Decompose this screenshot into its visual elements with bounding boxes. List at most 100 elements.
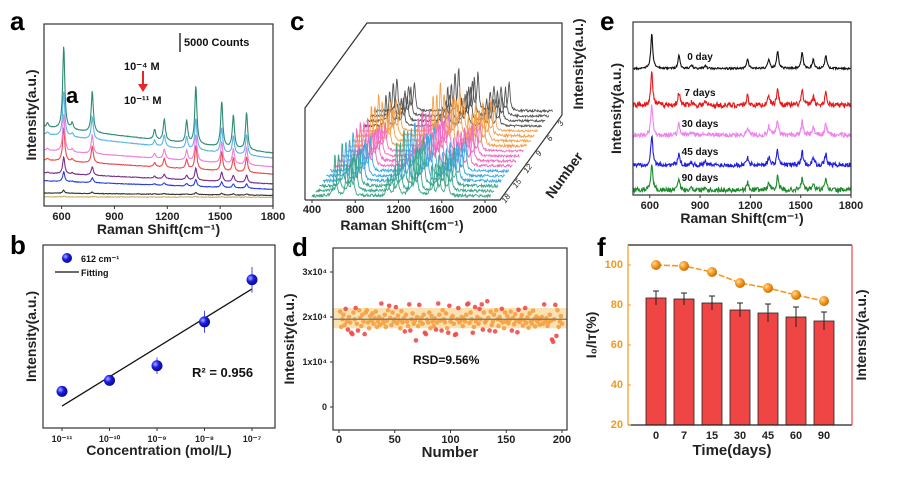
data-point <box>379 301 384 306</box>
data-point <box>451 321 457 327</box>
data-point <box>479 302 485 307</box>
data-point <box>489 322 495 328</box>
data-point <box>151 360 163 372</box>
fit-line <box>61 288 253 407</box>
data-point <box>398 325 403 331</box>
spectrum-line-5 <box>359 94 538 134</box>
spectrum-line-1 <box>373 68 553 114</box>
data-point <box>445 330 451 336</box>
data-point <box>502 310 508 315</box>
data-point <box>467 320 472 326</box>
data-point <box>432 316 438 321</box>
z-tick-label: 9 <box>534 149 544 158</box>
y-tick-label: 40 <box>611 379 623 391</box>
data-point <box>360 312 365 318</box>
spectrum-line-7 <box>43 195 274 199</box>
x-axis-label: Raman Shift(cm⁻¹) <box>680 210 803 226</box>
panel-f: 20 40 60 80 100 0 7 15 30 45 60 90 Time(days) I₀/Iт(%… <box>583 244 869 459</box>
data-point <box>345 327 351 332</box>
data-point <box>354 321 360 327</box>
spectrum-line-0 <box>43 46 274 154</box>
data-point <box>362 331 367 337</box>
data-point <box>515 330 520 335</box>
data-point <box>376 314 382 320</box>
spectrum-line-0 <box>633 33 852 72</box>
x-tick-label: 1500 <box>788 200 812 212</box>
arrow-bottom-label: 10⁻¹¹ M <box>124 95 162 107</box>
line-point <box>791 290 801 300</box>
data-point <box>439 328 444 333</box>
series-label: 7 days <box>684 88 716 99</box>
plot-frame <box>332 247 568 431</box>
x-tick-label: 15 <box>706 430 718 442</box>
data-point <box>429 313 434 319</box>
bar-45 <box>757 312 779 426</box>
data-point <box>529 321 535 327</box>
data-point <box>355 328 361 333</box>
spectrum-line-2 <box>43 114 274 168</box>
spectrum-line-13 <box>329 122 510 174</box>
data-point <box>404 319 410 324</box>
data-point <box>359 323 364 329</box>
data-point <box>509 328 515 333</box>
y-tick-label: 3x10⁴ <box>303 267 327 277</box>
data-point <box>488 309 493 314</box>
data-point <box>499 306 505 312</box>
x-tick-label: 0 <box>653 430 659 442</box>
data-point <box>554 333 559 339</box>
data-point <box>490 319 496 324</box>
x-tick-label: 1200 <box>738 200 762 212</box>
spectrum-line-4 <box>44 155 274 185</box>
data-point <box>484 298 490 304</box>
series-label: 90 days <box>682 173 719 184</box>
panel-label-e: e <box>600 6 614 36</box>
line-point <box>819 296 829 306</box>
data-point <box>428 325 433 331</box>
data-point <box>471 324 477 330</box>
bar-15 <box>701 302 723 426</box>
right-y-axis-label: Intensity(a.u.) <box>853 289 869 380</box>
y-axis-label: Intensity(a.u.) <box>23 69 39 160</box>
data-point <box>450 313 456 319</box>
data-point <box>403 312 409 318</box>
data-point <box>527 311 532 316</box>
plot-frame <box>42 244 276 429</box>
data-point <box>506 321 511 326</box>
data-point <box>472 304 478 310</box>
data-point <box>512 312 518 317</box>
line-point <box>763 283 773 293</box>
data-point <box>371 321 376 327</box>
data-point <box>402 329 408 334</box>
data-point <box>389 322 394 328</box>
x-axis-label: Time(days) <box>693 442 772 459</box>
x-tick-label: 2000 <box>473 204 497 216</box>
bar-90 <box>813 320 835 426</box>
data-point <box>410 311 415 316</box>
line-point <box>651 260 661 270</box>
z-tick-label: 18 <box>500 192 513 205</box>
x-tick-label: 50 <box>389 434 401 446</box>
x-tick-label: 150 <box>497 434 515 446</box>
data-point <box>539 314 545 320</box>
spectrum-line-3 <box>43 127 273 175</box>
x-tick-label: 400 <box>303 204 321 216</box>
x-tick-label: 90 <box>818 430 830 442</box>
x-tick-label: 100 <box>441 434 459 446</box>
y-axis-label: Intensity(a.u.) <box>281 293 297 384</box>
data-point <box>374 324 380 330</box>
x-tick-label: 10⁻¹⁰ <box>99 434 121 444</box>
data-point <box>440 307 445 313</box>
bar-60 <box>785 316 807 426</box>
data-point <box>468 310 473 315</box>
panel-label-b: b <box>10 230 26 260</box>
data-point <box>343 306 348 312</box>
data-point <box>425 320 431 325</box>
data-point <box>541 302 547 307</box>
legend-label-612: 612 cm⁻¹ <box>81 254 119 264</box>
panel-label-c: c <box>290 6 304 36</box>
data-point <box>353 305 359 311</box>
data-point <box>547 312 553 318</box>
inset-label: a <box>66 83 79 108</box>
data-point <box>399 308 404 314</box>
data-point <box>555 307 560 313</box>
